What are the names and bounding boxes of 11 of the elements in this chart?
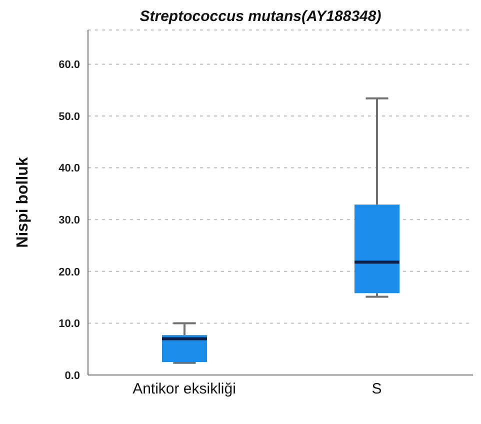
y-tick-label: 50.0 [58, 110, 80, 123]
y-tick-label: 40.0 [58, 162, 80, 175]
x-tick-label: S [372, 380, 382, 398]
y-tick-label: 10.0 [58, 318, 80, 330]
y-axis-title: Nispi bolluk [14, 157, 32, 248]
y-tick-label: 0.0 [64, 370, 80, 382]
y-tick-label: 30.0 [58, 214, 80, 226]
y-tick-label: 20.0 [58, 266, 80, 278]
chart-title: Streptococcus mutans(AY188348) [138, 8, 382, 25]
x-tick-label: Antikor eksikliği [132, 380, 236, 398]
y-tick-label: 60.0 [58, 59, 80, 72]
